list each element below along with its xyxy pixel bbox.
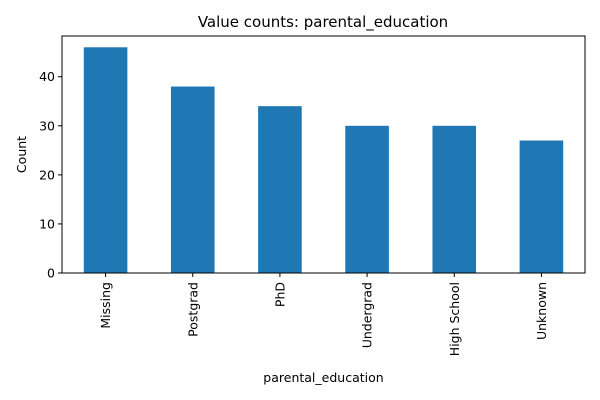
x-axis-ticks: Missing Postgrad PhD Undergrad High School Un…: [98, 273, 549, 356]
x-tick-label: Undergrad: [360, 282, 375, 348]
bar-undergrad: [345, 125, 389, 273]
bar-phd: [258, 106, 302, 274]
y-tick-label: 0: [47, 266, 55, 281]
y-tick-label: 10: [39, 216, 55, 231]
x-tick-label: Missing: [98, 282, 113, 329]
y-axis-ticks: 0 10 20 30 40: [39, 69, 62, 281]
bar-unknown: [519, 140, 564, 273]
x-tick-label: Unknown: [534, 282, 549, 340]
y-tick-label: 30: [39, 118, 55, 133]
bars-group: [83, 47, 564, 274]
x-tick-label: High School: [447, 282, 462, 356]
x-axis-label: parental_education: [263, 370, 383, 385]
y-tick-label: 20: [39, 167, 55, 182]
plot-frame: [61, 35, 586, 274]
bar-missing: [83, 47, 128, 274]
bar-postgrad: [170, 86, 215, 273]
y-axis-label: Count: [14, 136, 29, 173]
y-tick-label: 40: [39, 69, 55, 84]
x-tick-label: Postgrad: [185, 282, 200, 337]
chart-title: Value counts: parental_education: [198, 13, 448, 32]
bar-high-school: [432, 125, 477, 273]
x-tick-label: PhD: [272, 282, 287, 307]
